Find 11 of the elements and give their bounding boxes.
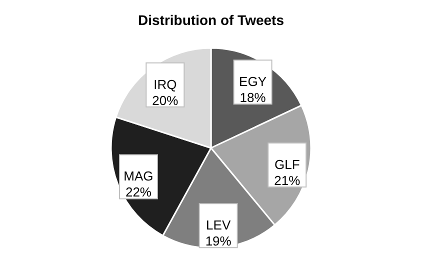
slice-label: EGY bbox=[239, 74, 267, 90]
data-label: 22% bbox=[125, 184, 152, 200]
slice-label: LEV bbox=[206, 218, 231, 233]
data-label: 19% bbox=[205, 234, 232, 249]
data-label: 21% bbox=[274, 173, 301, 188]
slice-label: GLF bbox=[274, 157, 300, 172]
slice-label: MAG bbox=[124, 168, 154, 184]
slice-label: IRQ bbox=[154, 76, 177, 92]
chart-title: Distribution of Tweets bbox=[138, 12, 284, 28]
data-label: 18% bbox=[240, 90, 266, 106]
data-label: 20% bbox=[152, 92, 179, 108]
